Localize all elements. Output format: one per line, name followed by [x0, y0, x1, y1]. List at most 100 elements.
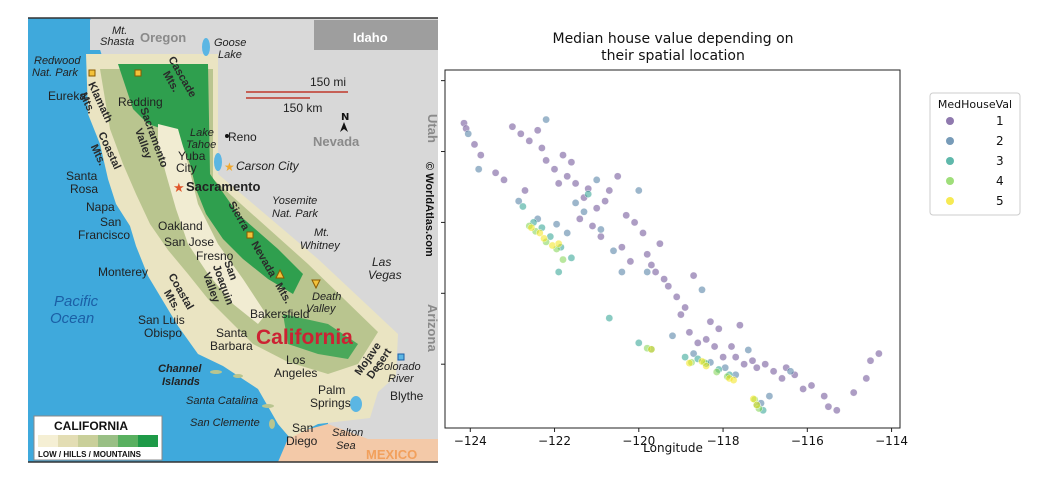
scale-label-mi: 150 mi [310, 75, 346, 89]
data-point-value-1 [651, 268, 660, 276]
city-san-luis-obispo: San Luis Obispo [138, 313, 188, 340]
data-point-value-5 [527, 223, 536, 232]
data-point-value-2 [668, 331, 677, 340]
data-point-value-2 [765, 392, 774, 400]
north-arrow-icon: N [341, 112, 349, 123]
data-point-value-1 [647, 261, 656, 269]
legend-marker-5 [946, 197, 954, 205]
data-point-value-5 [536, 229, 544, 237]
city-monterey: Monterey [98, 265, 148, 279]
city-san-diego: San Diego [286, 421, 318, 448]
legend-label-1: 1 [996, 114, 1004, 128]
data-point-value-5 [702, 362, 711, 370]
data-point-value-5 [548, 241, 557, 250]
chart-title-line: their spatial location [601, 48, 745, 64]
data-point-value-1 [601, 197, 609, 205]
map-mexico [278, 424, 438, 462]
map-channel-island-1 [210, 370, 222, 374]
x-tick-label: −116 [791, 434, 824, 448]
city-oakland: Oakland [158, 219, 203, 233]
feature-colorado-river: Colorado River [376, 361, 424, 385]
x-axis: −124 −122 −120 −118 −116 −114 [441, 80, 908, 448]
data-point-value-1 [677, 310, 685, 319]
data-point-value-2 [474, 165, 483, 173]
data-point-value-5 [554, 239, 563, 248]
feature-redwood: Redwood Nat. Park [32, 55, 84, 79]
data-point-value-1 [533, 126, 542, 135]
x-tick-label: −118 [707, 434, 740, 448]
chart-svg: Median house value depending on their spa… [441, 31, 1021, 455]
data-point-value-1 [542, 156, 550, 165]
map-channel-island-2 [233, 374, 243, 378]
california-physical-map: Oregon Idaho Nevada Utah Arizona MEXICO … [28, 14, 440, 466]
data-point-value-5 [647, 345, 656, 354]
elevation-swatch [78, 435, 98, 447]
data-point-value-1 [807, 381, 816, 390]
legend-label-5: 5 [996, 194, 1004, 208]
elevation-swatch [38, 435, 58, 447]
data-point-value-2 [571, 199, 580, 207]
data-point-value-3 [605, 314, 614, 322]
data-point-value-2 [563, 229, 571, 237]
data-point-value-1 [508, 122, 517, 131]
feature-mt-shasta: Mt. Shasta [100, 25, 134, 48]
legend-label-2: 2 [996, 134, 1004, 148]
legend-marker-1 [946, 117, 954, 125]
data-point-value-1 [550, 165, 559, 173]
data-point-value-1 [685, 328, 694, 337]
data-point-value-1 [639, 229, 647, 237]
label-mexico: MEXICO [366, 447, 417, 462]
data-point-value-1 [643, 250, 651, 259]
map-santa-catalina-island [262, 404, 274, 408]
median-house-value-chart: Median house value depending on their spa… [440, 20, 1049, 484]
data-point-value-1 [832, 406, 841, 415]
data-point-value-1 [575, 215, 584, 223]
city-bakersfield: Bakersfield [250, 307, 309, 321]
data-point-value-1 [500, 176, 508, 184]
data-point-value-2 [721, 363, 730, 372]
legend-label-3: 3 [996, 154, 1004, 168]
x-tick-label: −114 [875, 434, 908, 448]
data-point-value-2 [643, 268, 651, 276]
chart-title: Median house value depending on their spa… [552, 31, 793, 64]
data-point-value-1 [554, 179, 563, 188]
data-point-value-2 [786, 367, 795, 376]
data-point-value-1 [605, 186, 614, 195]
city-yuba-city: Yuba City [176, 149, 209, 175]
city-sacramento: Sacramento [186, 179, 260, 194]
legend-marker-2 [946, 137, 954, 145]
data-point-value-1 [672, 293, 681, 301]
x-axis-label: Longitude [643, 441, 703, 455]
data-point-value-1 [660, 275, 668, 283]
x-tick-label: −122 [538, 434, 571, 448]
data-point-value-1 [559, 151, 567, 159]
label-oregon: Oregon [140, 30, 186, 45]
data-point-value-1 [622, 211, 630, 220]
city-fresno: Fresno [196, 249, 234, 263]
chart-title-line: Median house value depending on [552, 31, 793, 47]
data-point-value-1 [521, 186, 529, 195]
feature-channel-islands: Channel Islands [158, 363, 204, 388]
map-california-mountains [118, 64, 303, 294]
data-point-value-1 [752, 363, 761, 372]
data-point-value-5 [749, 395, 758, 403]
label-arizona: Arizona [425, 304, 438, 352]
label-pacific-ocean: Pacific Ocean [50, 293, 102, 327]
data-point-value-1 [592, 204, 601, 212]
city-santa-rosa: Santa Rosa [66, 169, 101, 196]
map-lake-tahoe [214, 153, 222, 171]
data-point-value-1 [538, 144, 546, 152]
data-point-value-1 [736, 321, 744, 330]
range-coastal-north: Coastal Mts. [84, 130, 124, 179]
data-point-value-1 [693, 339, 702, 347]
data-point-value-1 [517, 130, 525, 138]
data-point-value-1 [769, 367, 778, 376]
data-point-value-4 [712, 368, 721, 376]
data-point-value-1 [702, 335, 711, 344]
map-oregon-band [90, 20, 314, 50]
elevation-legend-caption: LOW / HILLS / MOUNTAINS [38, 450, 142, 459]
data-point-value-1 [477, 151, 485, 159]
legend-box [929, 92, 1021, 216]
data-point-value-1 [748, 356, 757, 365]
label-nevada: Nevada [313, 134, 360, 149]
